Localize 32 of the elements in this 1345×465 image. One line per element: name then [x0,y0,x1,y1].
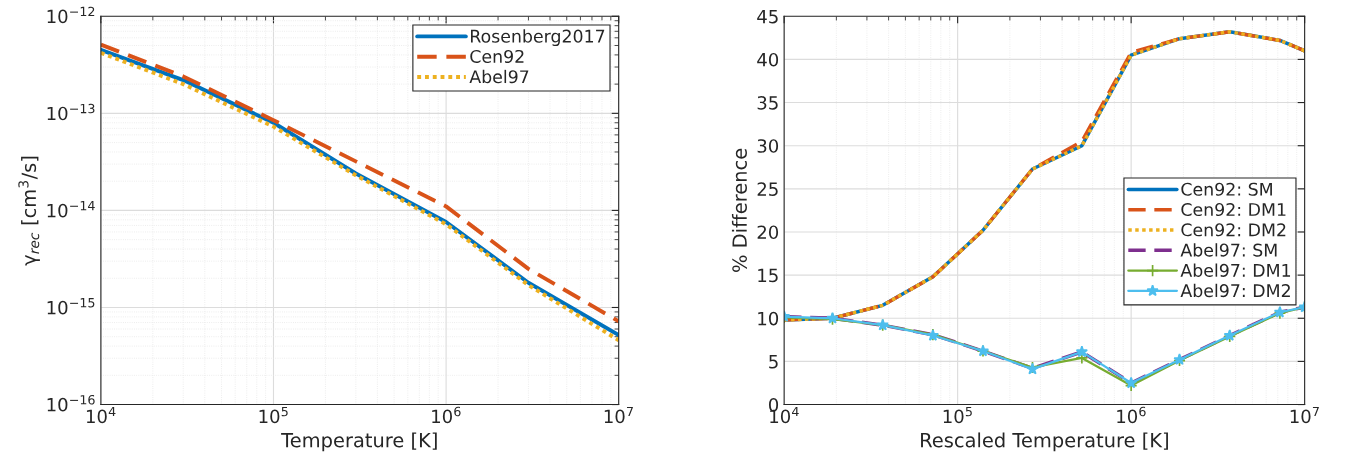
y-tick-label: 10 [758,311,779,326]
y-tick-label: 10$^{−13}$ [47,103,95,121]
y-tick-label: 25 [757,182,778,196]
legend-label: Cen92: DM1 [1181,202,1286,217]
y-tick-label: 15 [758,268,778,283]
x-tick-label: 10$^{7}$ [604,406,633,424]
x-tick-label: 10$^{5}$ [943,406,972,424]
y-tick-label: 10$^{−14}$ [47,201,95,218]
legend-label: Cen92 [470,49,524,64]
x-tick-label: 10$^{7}$ [1290,406,1319,424]
legend-label: Cen92: DM2 [1181,223,1286,237]
y-tick-label: 45 [757,9,778,24]
legend-label: Abel97 [469,69,529,84]
y-tick-label: 20 [757,225,779,240]
y-tick-label: 30 [757,139,779,153]
x-axis-title: Temperature [K] [281,432,437,452]
y-tick-label: 10$^{−15}$ [47,298,95,315]
x-tick-label: 10$^{6}$ [432,406,461,424]
y-axis-title: % Difference [731,148,747,272]
legend-label: Abel97: DM2 [1180,283,1290,298]
legend-label: Cen92: SM [1181,182,1272,196]
y-tick-label: 5 [769,355,778,369]
y-axis-title: γ$_{rec}$ [cm$^{3}$/s] [18,156,40,266]
legend-label: Abel97: DM1 [1180,263,1291,277]
x-axis-title: Rescaled Temperature [K] [921,432,1168,452]
y-tick-label: 35 [757,96,778,110]
x-tick-label: 10$^{6}$ [1117,406,1146,424]
y-tick-label: 10$^{−12}$ [47,6,95,24]
y-tick-label: 40 [757,52,779,67]
legend-label: Rosenberg2017 [471,29,605,47]
x-tick-label: 10$^{5}$ [259,406,288,424]
legend-label: Abel97: SM [1180,243,1277,257]
